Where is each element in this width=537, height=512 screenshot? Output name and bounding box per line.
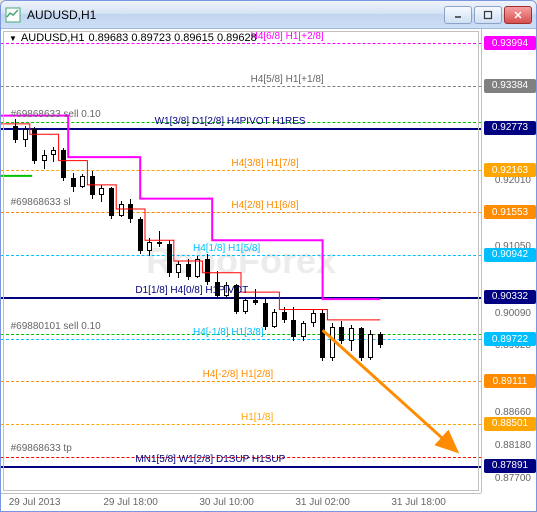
level-label: H4[2/8] H1[6/8] (231, 200, 298, 211)
level-line (1, 212, 481, 213)
chevron-down-icon[interactable]: ▼ (9, 34, 17, 43)
level-label: H4[1/8] H1[5/8] (193, 243, 260, 254)
x-tick: 29 Jul 2013 (9, 497, 61, 508)
x-tick: 31 Jul 02:00 (295, 497, 350, 508)
level-label: H4[5/8] H1[+1/8] (251, 74, 324, 85)
level-label: W1[3/8] D1[2/8] H4PIVOT H1RES (155, 116, 306, 127)
x-tick: 31 Jul 18:00 (391, 497, 446, 508)
minimize-button[interactable] (444, 6, 472, 24)
level-label: MN1[5/8] W1[2/8] D1SUP H1SUP (135, 454, 285, 465)
level-line (1, 255, 481, 256)
price-tag: 0.92163 (484, 163, 536, 177)
titlebar[interactable]: AUDUSD,H1 (1, 1, 536, 29)
maximize-button[interactable] (474, 6, 502, 24)
chart-ohlc: 0.89683 0.89723 0.89615 0.89628 (89, 32, 257, 44)
price-tag: 0.89722 (484, 332, 536, 346)
order-annotation: #69868633 tp (11, 443, 72, 454)
price-tag: 0.91553 (484, 205, 536, 219)
price-tag: 0.90332 (484, 290, 536, 304)
window-buttons (444, 6, 532, 24)
price-tag: 0.89111 (484, 374, 536, 388)
x-axis: 29 Jul 2013 29 Jul 18:00 30 Jul 10:00 31 Ju… (1, 493, 481, 512)
order-annotation: #69868633 sl (11, 197, 71, 208)
level-line (1, 128, 481, 130)
chart-plot-area[interactable]: RoboForex H4[6/8] H1[+2/8]0.93994H4[5/8]… (1, 29, 481, 493)
level-line (1, 466, 481, 468)
price-tag: 0.93384 (484, 79, 536, 93)
level-label: H4[-2/8] H1[2/8] (203, 369, 274, 380)
chart-header[interactable]: ▼ AUDUSD,H1 0.89683 0.89723 0.89615 0.89… (9, 32, 257, 44)
level-label: H4[-1/8] H1[3/8] (193, 327, 264, 338)
level-line (1, 297, 481, 299)
x-tick: 29 Jul 18:00 (103, 497, 158, 508)
order-annotation: #69868633 sell 0.10 (11, 109, 101, 120)
level-label: H1[1/8] (241, 412, 273, 423)
app-icon (5, 7, 21, 23)
x-tick: 30 Jul 10:00 (199, 497, 254, 508)
price-tag: 0.87891 (484, 459, 536, 473)
price-tag: 0.92773 (484, 121, 536, 135)
window-title: AUDUSD,H1 (27, 8, 444, 22)
chart-symbol: AUDUSD,H1 (21, 32, 85, 44)
level-line (1, 381, 481, 382)
level-line (1, 170, 481, 171)
order-annotation: #69880101 sell 0.10 (11, 321, 101, 332)
level-line (1, 424, 481, 425)
level-line (1, 339, 481, 340)
level-line (1, 86, 481, 87)
trend-arrow (323, 330, 457, 451)
close-button[interactable] (504, 6, 532, 24)
level-label: H4[3/8] H1[7/8] (231, 158, 298, 169)
price-tag: 0.93994 (484, 36, 536, 50)
chart-container: ▼ AUDUSD,H1 0.89683 0.89723 0.89615 0.89… (1, 29, 536, 512)
price-tag: 0.88501 (484, 417, 536, 431)
level-label: H4[6/8] H1[+2/8] (251, 31, 324, 42)
price-tag: 0.90942 (484, 248, 536, 262)
chart-window: AUDUSD,H1 ▼ AUDUSD,H1 0.89683 0.89723 0.… (0, 0, 537, 512)
level-label: D1[1/8] H4[0/8] H1PIVOT (135, 285, 248, 296)
